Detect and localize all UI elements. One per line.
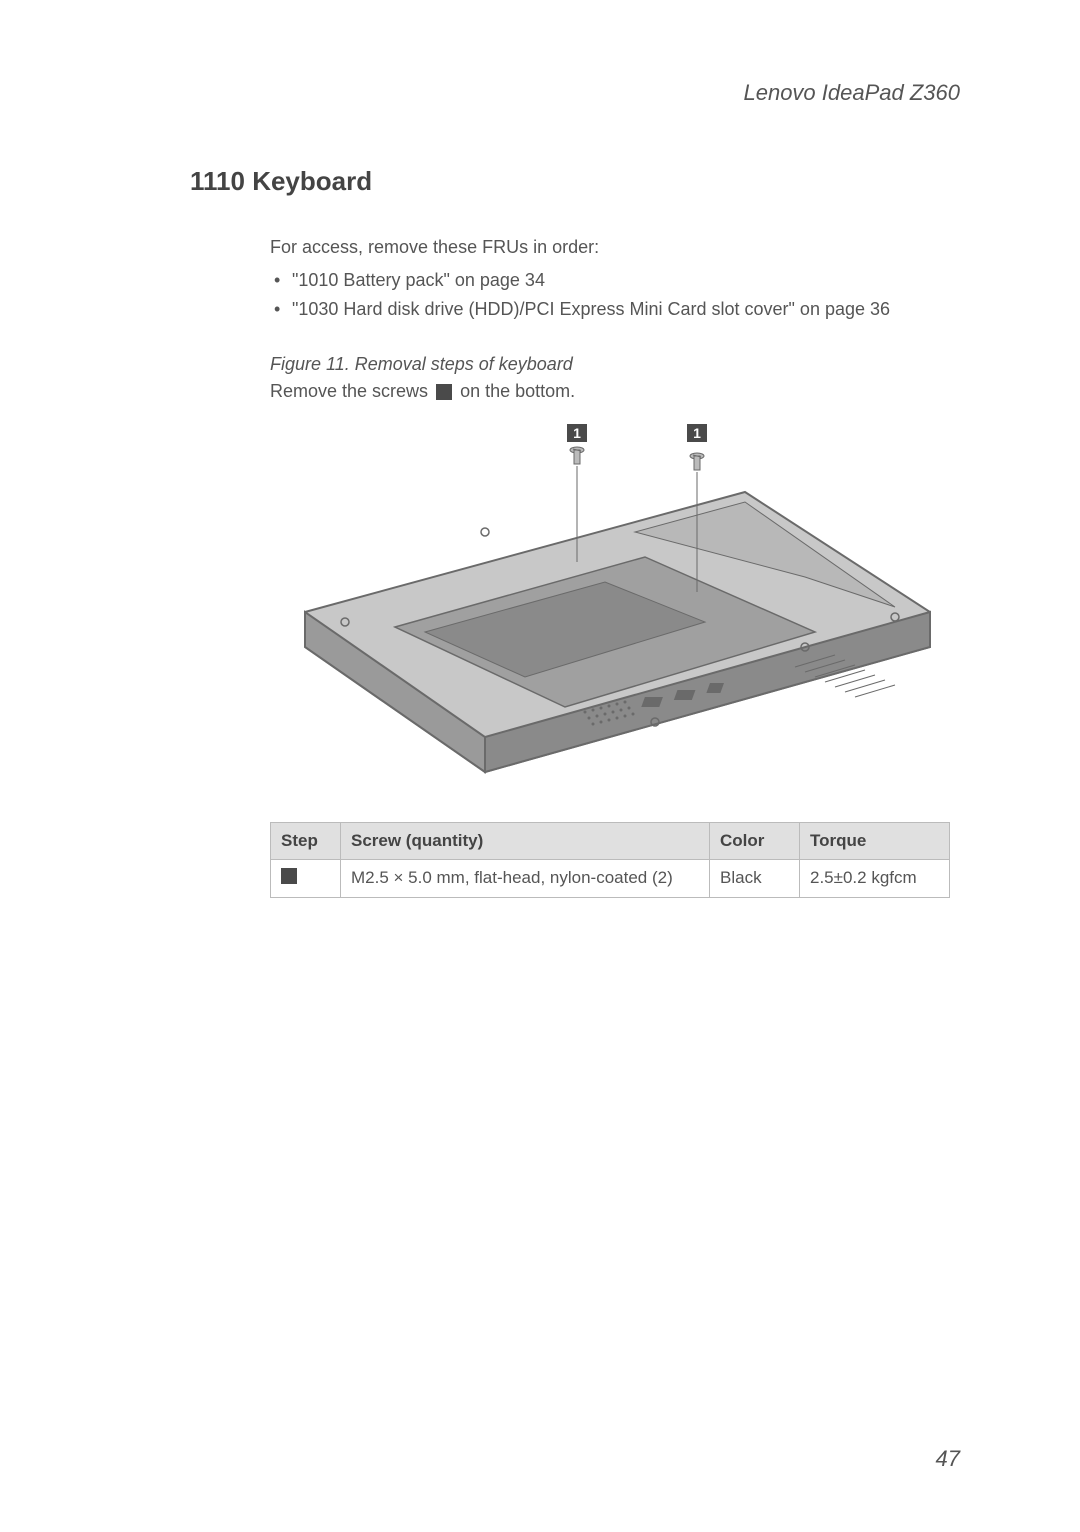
col-step: Step xyxy=(271,822,341,859)
cell-screw: M2.5 × 5.0 mm, flat-head, nylon-coated (… xyxy=(341,859,710,897)
remove-text-before: Remove the screws xyxy=(270,381,428,401)
remove-instruction: Remove the screws on the bottom. xyxy=(270,381,950,402)
table-row: M2.5 × 5.0 mm, flat-head, nylon-coated (… xyxy=(271,859,950,897)
fru-bullet-list: "1010 Battery pack" on page 34 "1030 Har… xyxy=(270,266,950,324)
step-marker-icon xyxy=(436,384,452,400)
cell-color: Black xyxy=(710,859,800,897)
list-item: "1010 Battery pack" on page 34 xyxy=(270,266,950,295)
callout-label: 1 xyxy=(573,425,581,441)
step-marker-icon xyxy=(281,868,297,884)
diagram-svg: 1 1 xyxy=(275,422,945,792)
col-screw: Screw (quantity) xyxy=(341,822,710,859)
table-header-row: Step Screw (quantity) Color Torque xyxy=(271,822,950,859)
list-item: "1030 Hard disk drive (HDD)/PCI Express … xyxy=(270,295,950,324)
section-heading: 1110 Keyboard xyxy=(190,166,960,197)
header-product-title: Lenovo IdeaPad Z360 xyxy=(120,80,960,106)
col-color: Color xyxy=(710,822,800,859)
remove-text-after: on the bottom. xyxy=(460,381,575,401)
page-number: 47 xyxy=(936,1446,960,1472)
laptop-body xyxy=(305,492,930,772)
figure-caption: Figure 11. Removal steps of keyboard xyxy=(270,354,950,375)
callout-label: 1 xyxy=(693,425,701,441)
intro-text: For access, remove these FRUs in order: xyxy=(270,237,950,258)
cell-torque: 2.5±0.2 kgfcm xyxy=(800,859,950,897)
screw-spec-table: Step Screw (quantity) Color Torque M2.5 … xyxy=(270,822,950,898)
cell-step xyxy=(271,859,341,897)
page-container: Lenovo IdeaPad Z360 1110 Keyboard For ac… xyxy=(0,0,1080,958)
col-torque: Torque xyxy=(800,822,950,859)
laptop-bottom-diagram: 1 1 xyxy=(275,422,945,792)
content-block: For access, remove these FRUs in order: … xyxy=(270,237,950,898)
